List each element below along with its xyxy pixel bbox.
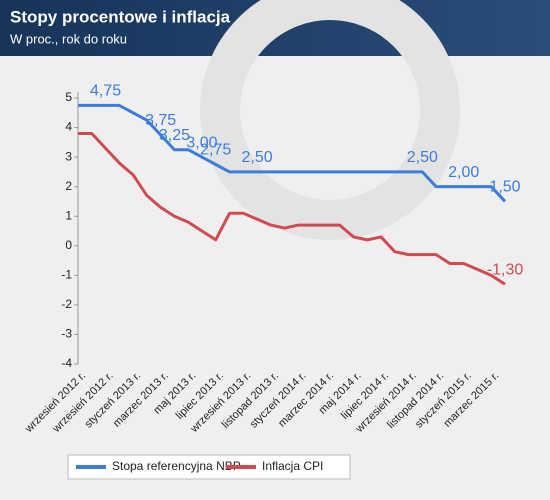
- y-tick-label: -4: [61, 356, 72, 370]
- value-label: 4,75: [90, 83, 121, 100]
- y-tick-label: -1: [61, 268, 72, 282]
- legend-label: Inflacja CPI: [262, 459, 323, 473]
- legend: [67, 454, 351, 480]
- y-tick-label: 0: [65, 238, 72, 252]
- y-tick-label: 5: [65, 90, 72, 104]
- value-label: 2,50: [241, 149, 272, 166]
- value-label: 3,75: [145, 112, 176, 129]
- y-tick-label: 4: [65, 120, 72, 134]
- value-label: 2,00: [448, 164, 479, 181]
- y-tick-label: -3: [61, 327, 72, 341]
- chart-title: Stopy procentowe i inflacja: [10, 7, 231, 26]
- y-tick-label: 1: [65, 208, 72, 222]
- legend-label: Stopa referencyjna NBP: [112, 459, 241, 473]
- value-label: 1,50: [489, 179, 520, 196]
- value-label: 3,00: [186, 134, 217, 151]
- legend-swatch: [226, 465, 256, 469]
- series-line: [78, 103, 507, 203]
- series-line: [78, 131, 506, 286]
- value-label: -1,30: [487, 261, 524, 278]
- value-label: 3,25: [159, 127, 190, 144]
- value-label: 2,50: [407, 149, 438, 166]
- legend-swatch: [76, 465, 106, 469]
- y-tick-label: -2: [61, 297, 72, 311]
- value-label: 2,75: [200, 142, 231, 159]
- y-tick-label: 3: [65, 149, 72, 163]
- chart-subtitle: W proc., rok do roku: [10, 31, 127, 46]
- y-tick-label: 2: [65, 179, 72, 193]
- watermark: [200, 0, 460, 240]
